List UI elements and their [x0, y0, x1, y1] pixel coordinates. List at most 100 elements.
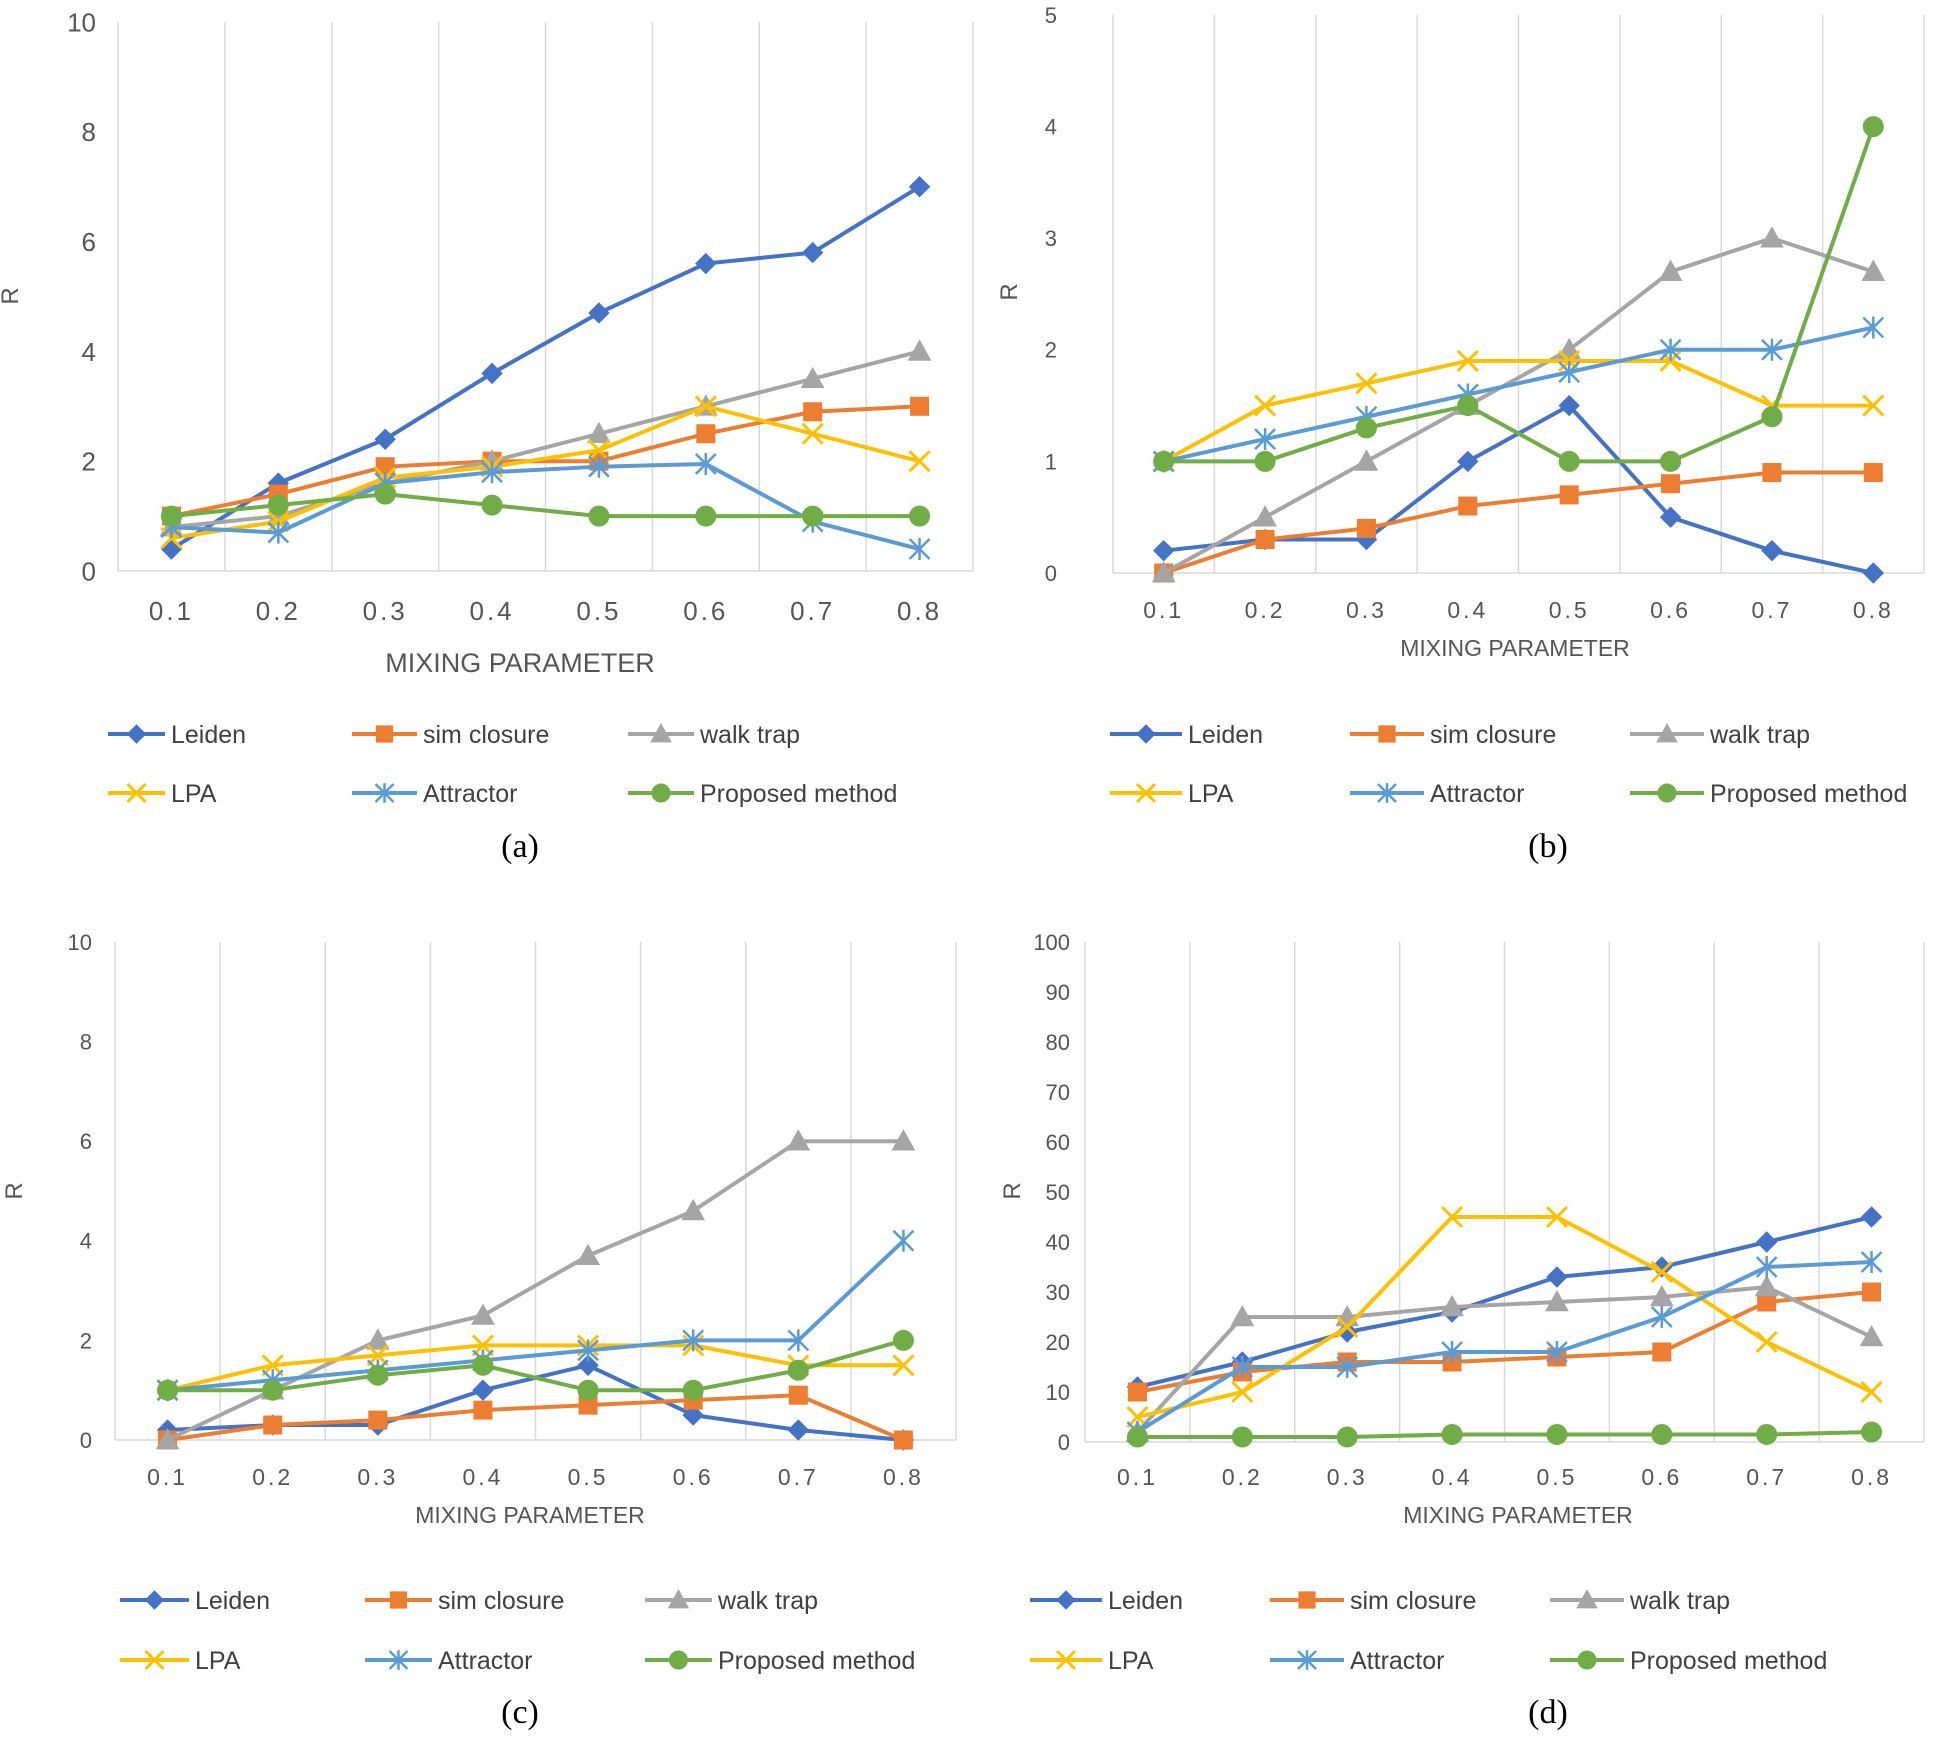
data-point: [588, 302, 610, 324]
data-point: [1355, 417, 1377, 439]
legend-item: walk trap: [645, 1587, 818, 1615]
legend-marker: [1657, 783, 1677, 803]
series-sim-closure: [1127, 1282, 1882, 1402]
data-point: [157, 1379, 179, 1401]
series-line: [1137, 1430, 1872, 1439]
legend-marker: [1378, 725, 1396, 743]
legend-marker: [388, 1650, 409, 1670]
data-point: [481, 494, 503, 516]
data-point: [892, 1329, 914, 1351]
legend-item: sim closure: [1270, 1587, 1476, 1615]
legend-marker: [144, 1590, 165, 1610]
series-line: [167, 1393, 905, 1442]
legend: Leiden sim closure walk trap LPA Attractor Pr…: [1030, 1587, 1827, 1675]
x-tick-label: 0.1: [1117, 1464, 1158, 1490]
legend-item: Proposed method: [645, 1647, 915, 1675]
data-point: [1762, 463, 1782, 483]
x-tick-label: 0.3: [363, 596, 408, 626]
data-point: [1861, 259, 1886, 281]
x-tick-label: 0.7: [1746, 1464, 1787, 1490]
data-point: [787, 1419, 810, 1441]
data-point: [1658, 259, 1683, 281]
data-point: [1755, 1231, 1778, 1253]
legend-item: sim closure: [352, 721, 549, 749]
data-point: [1761, 338, 1783, 361]
data-point: [892, 1354, 915, 1377]
y-tick-label: 3: [1045, 226, 1057, 251]
legend-label: Proposed method: [700, 780, 897, 808]
x-axis-title: MIXING PARAMETER: [1403, 1502, 1633, 1528]
data-point: [1754, 1274, 1779, 1297]
data-point: [1863, 463, 1883, 483]
x-tick-label: 0.5: [568, 1464, 609, 1490]
data-point: [1659, 506, 1682, 528]
data-point: [1755, 1330, 1778, 1354]
y-tick-label: 0: [80, 1428, 92, 1453]
x-tick-label: 0.7: [778, 1464, 819, 1490]
panel-caption: (d): [1528, 1694, 1568, 1731]
data-point: [1151, 560, 1176, 583]
data-point: [473, 1400, 493, 1420]
series-lpa: [1126, 1205, 1883, 1429]
data-point: [577, 1339, 599, 1362]
legend-label: Attractor: [438, 1647, 532, 1675]
data-point: [1457, 395, 1479, 417]
x-tick-label: 0.4: [1432, 1464, 1473, 1490]
legend-item: walk trap: [628, 721, 800, 749]
x-axis-title: MIXING PARAMETER: [1400, 635, 1630, 661]
legend-marker: [1656, 723, 1678, 743]
data-point: [1126, 1426, 1148, 1448]
series-line: [171, 404, 921, 541]
legend-label: sim closure: [1350, 1587, 1476, 1615]
x-axis-title: MIXING PARAMETER: [385, 648, 655, 678]
data-point: [1558, 450, 1580, 472]
legend-label: Proposed method: [718, 1647, 915, 1675]
data-point: [682, 1404, 704, 1426]
legend-item: Leiden: [108, 721, 246, 749]
legend-marker: [1056, 1590, 1076, 1610]
legend-label: Proposed method: [1630, 1647, 1827, 1675]
legend-marker: [667, 1589, 690, 1609]
data-point: [694, 395, 717, 418]
data-point: [800, 366, 825, 389]
data-point: [803, 402, 823, 422]
x-tick-label: 0.1: [149, 596, 194, 626]
data-point: [588, 505, 610, 527]
series-line: [167, 1338, 904, 1393]
data-point: [1756, 1424, 1778, 1445]
panel-caption: (c): [501, 1694, 539, 1731]
legend-item: LPA: [1110, 780, 1234, 808]
data-point: [1558, 349, 1581, 373]
x-tick-label: 0.6: [1641, 1464, 1682, 1490]
data-point: [577, 1354, 599, 1377]
data-point: [694, 452, 717, 475]
y-tick-label: 2: [1045, 338, 1057, 363]
series-line: [171, 404, 920, 519]
data-point: [1152, 539, 1175, 562]
data-point: [481, 461, 503, 484]
data-point: [1254, 428, 1276, 451]
y-tick-label: 90: [1046, 980, 1070, 1005]
data-point: [1336, 1356, 1359, 1378]
data-point: [788, 1385, 808, 1405]
data-point: [910, 396, 930, 416]
data-point: [267, 521, 290, 544]
legend-marker: [374, 783, 395, 803]
y-tick-label: 100: [1033, 930, 1070, 955]
data-point: [696, 424, 716, 444]
legend-item: Proposed method: [1630, 780, 1907, 808]
x-tick-label: 0.5: [576, 596, 621, 626]
data-point: [1255, 530, 1275, 550]
y-axis-title: R: [0, 287, 24, 304]
legend-item: Leiden: [120, 1587, 270, 1615]
data-point: [1231, 1356, 1254, 1378]
x-tick-label: 0.3: [1327, 1464, 1368, 1490]
legend-marker: [1136, 724, 1156, 744]
y-tick-label: 0: [1058, 1430, 1070, 1455]
data-point: [681, 1198, 706, 1221]
data-point: [1650, 1260, 1673, 1284]
data-point: [801, 241, 824, 264]
series-line: [1135, 1285, 1873, 1434]
data-point: [1650, 1306, 1673, 1328]
y-tick-label: 6: [80, 1129, 92, 1154]
